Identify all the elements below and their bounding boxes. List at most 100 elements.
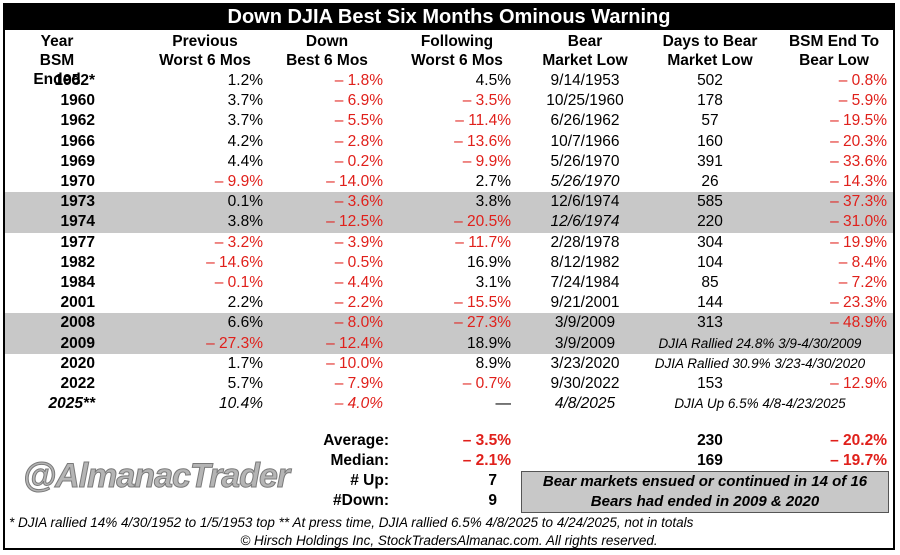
table-row: 1970 – 9.9% – 14.0% 2.7% 5/26/1970 26 – 14.3%: [5, 172, 893, 192]
cell-bear-market-low: 7/24/1984: [550, 274, 620, 291]
cell-days-to-low: 144: [697, 294, 723, 312]
cell-year: 1984: [60, 274, 95, 291]
header-year-line2: BSM Ended: [33, 52, 81, 88]
cell-down-best: – 6.9%: [334, 92, 383, 110]
cell-following-worst: – 11.7%: [455, 233, 511, 251]
median-days: 169: [697, 452, 723, 469]
cell-down-best: – 8.0%: [334, 314, 383, 332]
table-row: 1973 0.1% – 3.6% 3.8% 12/6/1974 585 – 37.3%: [5, 192, 893, 213]
cell-previous-worst: – 14.6%: [206, 253, 263, 271]
cell-down-best: – 14.0%: [326, 173, 383, 190]
cell-year: 2020: [60, 354, 95, 372]
footnote: * DJIA rallied 14% 4/30/1952 to 1/5/1953…: [9, 515, 694, 530]
cell-bsm-to-low: – 19.9%: [830, 233, 887, 251]
cell-bsm-to-low: – 8.4%: [838, 253, 887, 271]
cell-bear-market-low: 12/6/1974: [550, 213, 620, 231]
table-row: 1952* 1.2% – 1.8% 4.5% 9/14/1953 502 – 0.8%: [5, 71, 893, 91]
table-row: 1960 3.7% – 6.9% – 3.5% 10/25/1960 178 – 5.9%: [5, 91, 893, 111]
cell-bsm-to-low: – 23.3%: [830, 294, 887, 312]
cell-rally-note: DJIA Up 6.5% 4/8-4/23/2025: [674, 396, 846, 412]
cell-following-worst: – 0.7%: [462, 375, 511, 392]
cell-down-best: – 0.5%: [334, 253, 383, 271]
callout-line2: Bears had ended in 2009 & 2020: [590, 493, 820, 510]
table-row: 2009 – 27.3% – 12.4% 18.9% 3/9/2009 DJIA Rall…: [5, 333, 893, 354]
header-days-line2: Market Low: [667, 52, 753, 69]
cell-down-best: – 4.0%: [334, 395, 383, 413]
cell-following-worst: – 20.5%: [454, 213, 511, 231]
copyright: © Hirsch Holdings Inc, StockTradersAlman…: [240, 533, 658, 548]
cell-previous-worst: 0.1%: [227, 193, 263, 211]
cell-down-best: – 0.2%: [334, 152, 383, 170]
cell-down-best: – 12.4%: [326, 334, 383, 352]
cell-previous-worst: 4.4%: [227, 152, 263, 170]
down-count-label: #Down:: [333, 492, 389, 509]
cell-following-worst: 18.9%: [467, 334, 511, 352]
cell-previous-worst: 5.7%: [227, 375, 263, 392]
cell-bear-market-low: 2/28/1978: [550, 233, 620, 251]
table-frame: Down DJIA Best Six Months Ominous Warnin…: [3, 3, 895, 550]
cell-down-best: – 12.5%: [326, 213, 383, 231]
cell-bear-market-low: 9/30/2022: [550, 375, 620, 392]
cell-year: 1982: [60, 253, 95, 271]
cell-days-to-low: 178: [697, 92, 723, 110]
table-row: 1977 – 3.2% – 3.9% – 11.7% 2/28/1978 304 – 19.…: [5, 233, 893, 253]
table-row: 2001 2.2% – 2.2% – 15.5% 9/21/2001 144 – 23.3%: [5, 293, 893, 313]
cell-bear-market-low: 5/26/1970: [550, 173, 620, 190]
almanac-trader-watermark: @AlmanacTrader: [22, 457, 290, 496]
cell-year: 1952*: [54, 72, 95, 89]
table-row: 2025** 10.4% – 4.0% — 4/8/2025 DJIA Up 6.5% 4…: [5, 394, 893, 414]
header-bsm: BSM End To Bear Low: [775, 32, 893, 70]
cell-down-best: – 4.4%: [334, 274, 383, 291]
cell-following-worst: – 15.5%: [454, 294, 511, 312]
cell-bsm-to-low: – 0.8%: [838, 72, 887, 89]
cell-bsm-to-low: – 5.9%: [838, 92, 887, 110]
cell-year: 2025**: [48, 395, 95, 413]
cell-previous-worst: 3.8%: [227, 213, 263, 231]
cell-previous-worst: 2.2%: [227, 294, 263, 312]
cell-following-worst: 3.1%: [475, 274, 511, 291]
table-row: 2020 1.7% – 10.0% 8.9% 3/23/2020 DJIA Rallied…: [5, 354, 893, 374]
cell-days-to-low: 153: [697, 375, 723, 392]
cell-bear-market-low: 10/7/1966: [550, 132, 620, 150]
cell-year: 1960: [60, 92, 95, 110]
header-previous-line1: Previous: [172, 33, 238, 50]
header-following-line1: Following: [420, 33, 494, 50]
header-year-line1: Year: [40, 33, 74, 50]
cell-following-worst: – 9.9%: [462, 152, 511, 170]
cell-following-worst: 2.7%: [475, 173, 511, 190]
cell-following-worst: 8.9%: [475, 354, 511, 372]
cell-following-worst: —: [495, 395, 512, 413]
header-bear: Bear Market Low: [525, 32, 645, 70]
cell-year: 2009: [60, 334, 95, 352]
cell-previous-worst: – 0.1%: [214, 274, 263, 291]
cell-following-worst: 3.8%: [475, 193, 511, 211]
cell-bear-market-low: 9/14/1953: [550, 72, 620, 89]
header-following: Following Worst 6 Mos: [395, 32, 519, 70]
up-count-value: 7: [488, 472, 497, 489]
cell-year: 1973: [60, 193, 95, 211]
cell-bsm-to-low: – 7.2%: [838, 274, 887, 291]
header-down-line2: Best 6 Mos: [286, 52, 368, 69]
cell-bear-market-low: 8/12/1982: [550, 253, 620, 271]
cell-days-to-low: 502: [697, 72, 723, 89]
table-row: 1969 4.4% – 0.2% – 9.9% 5/26/1970 391 – 33.6%: [5, 152, 893, 172]
cell-down-best: – 2.8%: [334, 132, 383, 150]
average-label: Average:: [323, 432, 389, 449]
cell-year: 1977: [60, 233, 95, 251]
cell-year: 1969: [60, 152, 95, 170]
cell-bear-market-low: 3/23/2020: [550, 354, 620, 372]
cell-bear-market-low: 5/26/1970: [550, 152, 620, 170]
cell-previous-worst: 1.7%: [227, 354, 263, 372]
cell-year: 1974: [60, 213, 95, 231]
header-previous-line2: Worst 6 Mos: [159, 52, 251, 69]
cell-year: 1970: [60, 173, 95, 190]
cell-bear-market-low: 3/9/2009: [554, 334, 616, 352]
cell-previous-worst: 6.6%: [227, 314, 263, 332]
cell-bear-market-low: 4/8/2025: [554, 395, 616, 413]
cell-previous-worst: – 9.9%: [214, 173, 263, 190]
cell-previous-worst: 3.7%: [227, 112, 263, 130]
cell-bsm-to-low: – 37.3%: [830, 193, 887, 211]
up-count-label: # Up:: [350, 472, 389, 489]
cell-bsm-to-low: – 14.3%: [830, 173, 887, 190]
cell-bsm-to-low: – 12.9%: [830, 375, 887, 392]
